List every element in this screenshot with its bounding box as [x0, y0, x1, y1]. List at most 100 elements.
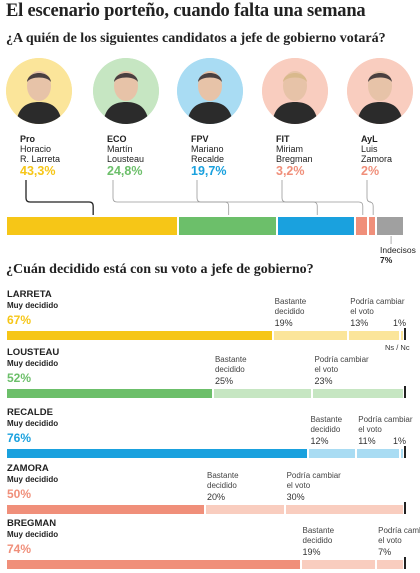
label-line: Podría cambiar — [314, 355, 369, 364]
vote-bar-segment — [377, 217, 403, 235]
candidate-name: Luis Zamora — [361, 144, 392, 164]
bastante-decidido-label: Bastante decidido — [303, 526, 335, 546]
decision-bar-segment — [7, 389, 212, 398]
bastante-decidido-pct: 25% — [214, 376, 233, 386]
muy-decidido-pct: 67% — [7, 313, 32, 327]
candidate-last-name: Zamora — [361, 154, 393, 164]
nsnc-pct: 1% — [393, 318, 407, 328]
end-tick — [404, 502, 406, 514]
connector-line — [112, 180, 230, 215]
podria-cambiar-pct: 11% — [358, 436, 376, 446]
candidate-label: LARRETA — [7, 289, 52, 300]
connector-line — [366, 180, 374, 215]
candidate-party: FPV — [191, 134, 209, 144]
vote-bar-segment — [7, 217, 178, 235]
candidate-party: ECO — [107, 134, 127, 144]
decision-bar-segment — [7, 449, 308, 458]
end-tick — [404, 446, 406, 458]
decision-bar — [7, 449, 405, 458]
podria-cambiar-pct: 30% — [286, 492, 305, 502]
label-line: el voto — [358, 425, 382, 434]
muy-decidido-pct: 50% — [7, 487, 32, 501]
bastante-decidido-pct: 19% — [274, 318, 293, 328]
candidate-label: RECALDE — [7, 407, 53, 418]
vote-bar-segment — [179, 217, 277, 235]
label-line: decidido — [274, 307, 305, 316]
muy-decidido-pct: 74% — [7, 542, 32, 556]
label-line: decidido — [207, 481, 237, 490]
candidate-pct: 19,7% — [191, 164, 227, 178]
label-line: Bastante — [207, 471, 239, 480]
end-tick — [404, 557, 406, 569]
decision-block: LOUSTEAU Muy decidido 52% Bastante decidido 2… — [0, 347, 420, 402]
label-line: el voto — [378, 536, 402, 545]
nsnc-pct: 1% — [393, 436, 407, 446]
decision-bar-segment — [7, 331, 272, 340]
decision-bar-segment — [401, 449, 403, 458]
bastante-decidido-pct: 12% — [310, 436, 329, 446]
label-line: decidido — [302, 536, 333, 545]
candidate-pct: 24,8% — [107, 164, 143, 178]
lousteau-photo — [93, 58, 159, 124]
decision-bar-segment — [7, 505, 204, 514]
muy-decidido-label: Muy decidido — [7, 475, 59, 484]
bregman-photo — [262, 58, 328, 124]
muy-decidido-pct: 76% — [7, 431, 32, 445]
candidate-first-name: Miriam — [276, 144, 303, 154]
larreta-photo — [6, 58, 72, 124]
candidate-first-name: Mariano — [191, 144, 224, 154]
vote-bar-segment — [369, 217, 376, 235]
muy-decidido-pct: 52% — [7, 371, 32, 385]
decision-bar-segment — [301, 560, 376, 569]
label-line: Bastante — [274, 297, 307, 306]
decision-bar-segment — [309, 449, 356, 458]
label-line: Bastante — [310, 415, 343, 424]
candidate-name: Miriam Bregman — [276, 144, 313, 164]
candidate-first-name: Martín — [107, 144, 133, 154]
muy-decidido-label: Muy decidido — [7, 530, 59, 539]
zamora-photo — [347, 58, 413, 124]
podria-cambiar-pct: 23% — [314, 376, 333, 386]
candidate-last-name: R. Larreta — [20, 154, 61, 164]
bastante-decidido-pct: 19% — [302, 547, 321, 557]
decision-bar-segment — [349, 331, 399, 340]
end-tick — [404, 328, 406, 340]
muy-decidido-label: Muy decidido — [7, 301, 59, 310]
vote-bar-segment — [278, 217, 355, 235]
candidate-pct: 3,2% — [276, 164, 305, 178]
decision-bar-segment — [285, 505, 403, 514]
decision-bar — [7, 505, 405, 514]
label-line: Bastante — [214, 355, 247, 364]
decision-bar-segment — [357, 449, 399, 458]
connector-line — [281, 180, 364, 215]
candidate-first-name: Luis — [361, 144, 378, 154]
decision-block: BREGMAN Muy decidido 74% Bastante decidido 19… — [0, 518, 420, 573]
undecided-label: Indecisos 7% — [380, 245, 416, 265]
nsnc-label: Ns / Nc — [385, 343, 410, 352]
label-line: Podría cambiar — [358, 415, 413, 424]
bastante-decidido-pct: 20% — [207, 492, 226, 502]
candidate-party: Pro — [20, 134, 36, 144]
decision-bar — [7, 560, 405, 569]
label-line: el voto — [350, 307, 374, 316]
decision-bar-segment — [7, 560, 300, 569]
podria-cambiar-pct: 13% — [350, 318, 369, 328]
candidate-name: Mariano Recalde — [191, 144, 224, 164]
label-line: decidido — [214, 365, 245, 374]
vote-intention-stacked-bar — [7, 217, 405, 235]
candidate-pct: 2% — [361, 164, 380, 178]
muy-decidido-label: Muy decidido — [7, 419, 59, 428]
bastante-decidido-label: Bastante decidido — [310, 415, 342, 435]
podria-cambiar-pct: 7% — [378, 547, 392, 557]
label-line: el voto — [314, 365, 339, 374]
question-decision: ¿Cuán decidido está con su voto a jefe d… — [6, 262, 314, 277]
label-line: Bastante — [302, 526, 335, 535]
question-vote-intention: ¿A quién de los siguientes candidatos a … — [6, 31, 386, 46]
undecided-pct: 7% — [380, 255, 393, 265]
label-line: Podría cambiar — [286, 471, 341, 480]
decision-block: ZAMORA Muy decidido 50% Bastante decidido 20%… — [0, 463, 420, 518]
